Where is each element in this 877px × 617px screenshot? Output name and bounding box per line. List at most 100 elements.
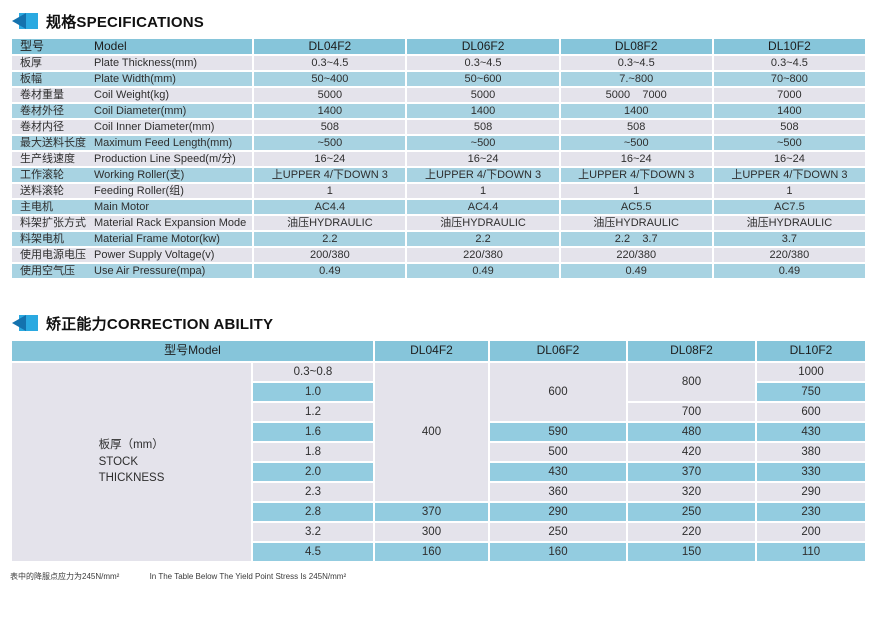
- spec-value-cell: 16~24: [560, 152, 712, 166]
- spec-row-label-en: Plate Width(mm): [94, 72, 176, 85]
- footnote: 表中的降服点应力为245N/mm² In The Table Below The…: [10, 571, 877, 582]
- spec-row-label-zh: 板幅: [20, 72, 42, 85]
- spec-row: 使用电源电压 Power Supply Voltage(v) 200/380 220/…: [12, 248, 865, 262]
- spec-value-cell: 1400: [560, 104, 712, 118]
- corr-value-cell: 110: [757, 543, 865, 561]
- spec-row-label-en: Working Roller(支): [94, 168, 185, 181]
- corr-header-model-cell: DL10F2: [757, 341, 865, 361]
- spec-value-cell: 16~24: [713, 152, 865, 166]
- corr-row: 1.2 700 600: [12, 403, 865, 421]
- spec-row-label-en: Coil Weight(kg): [94, 88, 169, 101]
- spec-value-cell: 上UPPER 4/下DOWN 3: [254, 168, 406, 182]
- specifications-title: 规格SPECIFICATIONS: [46, 11, 204, 32]
- spec-value-cell: 508: [560, 120, 712, 134]
- spec-row-label-zh: 最大送料长度: [20, 136, 86, 149]
- corr-row: 板厚（mm） STOCK THICKNESS 0.3~0.8 400 600 800 1000: [12, 363, 865, 561]
- spec-value-cell: 5000: [407, 88, 559, 102]
- spec-row-label-en: Production Line Speed(m/分): [94, 152, 236, 165]
- spec-row: 主电机 Main Motor AC4.4 AC4.4 AC5.5 AC7.5: [12, 200, 865, 214]
- corr-value-cell: 220: [628, 523, 755, 541]
- corr-value-cell: 750: [757, 383, 865, 401]
- spec-catalog-page: 规格SPECIFICATIONS 型号 Model DL04F2 DL06F2 DL08…: [0, 12, 877, 617]
- spec-row-label-zh: 生产线速度: [20, 152, 75, 165]
- footnote-zh: 表中的降服点应力为245N/mm²: [10, 572, 120, 581]
- spec-row-label-zh: 料架电机: [20, 232, 64, 245]
- spec-header-label-zh: 型号: [20, 39, 45, 53]
- corr-value-cell: 700: [628, 403, 755, 421]
- spec-value-cell: 2.2: [407, 232, 559, 246]
- spec-value-cell: 0.49: [254, 264, 406, 278]
- corr-thickness-cell: 1.0: [253, 383, 373, 401]
- correction-ability-table: 型号Model DL04F2 DL06F2 DL08F2 DL10F2 板厚（mm） STO…: [10, 339, 867, 563]
- spec-row-label-en: Material Frame Motor(kw): [94, 232, 220, 245]
- section-marker-icon: [12, 13, 38, 29]
- specifications-section-header: 规格SPECIFICATIONS: [12, 11, 877, 32]
- corr-value-cell: 370: [628, 463, 755, 481]
- spec-row-label-en: Use Air Pressure(mpa): [94, 264, 206, 277]
- spec-value-cell: 1: [560, 184, 712, 198]
- spec-row-label-en: Main Motor: [94, 200, 150, 213]
- spec-value-cell: 508: [407, 120, 559, 134]
- spec-row-label-cell: 板厚 Plate Thickness(mm): [12, 56, 253, 70]
- spec-value-cell: 1400: [713, 104, 865, 118]
- spec-value-cell: 油压HYDRAULIC: [407, 216, 559, 230]
- corr-value-cell: 150: [628, 543, 755, 561]
- spec-row-label-cell: 料架电机 Material Frame Motor(kw): [12, 232, 253, 246]
- spec-value-cell: 70~800: [713, 72, 865, 86]
- spec-row-label-en: Maximum Feed Length(mm): [94, 136, 233, 149]
- spec-row: 最大送料长度 Maximum Feed Length(mm) ~500 ~500 ~50…: [12, 136, 865, 150]
- spec-value-cell: ~500: [560, 136, 712, 150]
- spec-row: 工作滚轮 Working Roller(支) 上UPPER 4/下DOWN 3 上UP…: [12, 168, 865, 182]
- specifications-title-zh: 规格: [46, 13, 77, 31]
- spec-row-label-en: Material Rack Expansion Mode: [94, 216, 247, 229]
- spec-row-label-en: Coil Diameter(mm): [94, 104, 187, 117]
- spec-row: 料架扩张方式 Material Rack Expansion Mode 油压HYDR…: [12, 216, 865, 230]
- spec-row-label-zh: 送料滚轮: [20, 184, 64, 197]
- corr-thickness-cell: 3.2: [253, 523, 373, 541]
- spec-value-cell: 220/380: [713, 248, 865, 262]
- spec-value-cell: 上UPPER 4/下DOWN 3: [407, 168, 559, 182]
- corr-value-cell: 800: [628, 363, 755, 401]
- spec-value-cell: 油压HYDRAULIC: [713, 216, 865, 230]
- correction-title: 矫正能力CORRECTION ABILITY: [46, 313, 273, 334]
- spec-value-cell: 上UPPER 4/下DOWN 3: [560, 168, 712, 182]
- spec-value-cell: ~500: [254, 136, 406, 150]
- corr-header-model-label-cell: 型号Model: [12, 341, 373, 361]
- spec-row: 生产线速度 Production Line Speed(m/分) 16~24 16~2…: [12, 152, 865, 166]
- corr-value-cell: 430: [757, 423, 865, 441]
- spec-value-cell: 0.3~4.5: [713, 56, 865, 70]
- spec-row-label-zh: 料架扩张方式: [20, 216, 86, 229]
- spec-row-label-zh: 板厚: [20, 56, 42, 69]
- spec-value-cell: 50~400: [254, 72, 406, 86]
- corr-row: 4.5 160 160 150 110: [12, 543, 865, 561]
- corr-thickness-cell: 0.3~0.8: [253, 363, 373, 381]
- spec-row: 卷材外径 Coil Diameter(mm) 1400 1400 1400 1400: [12, 104, 865, 118]
- spec-row: 送料滚轮 Feeding Roller(组) 1 1 1 1: [12, 184, 865, 198]
- spec-value-cell: 508: [713, 120, 865, 134]
- spec-header-label-cell: 型号 Model: [12, 39, 253, 54]
- corr-value-cell: 400: [375, 363, 488, 501]
- corr-row: 1.6 590 480 430: [12, 423, 865, 441]
- spec-header-model-cell: DL08F2: [560, 39, 712, 54]
- corr-value-cell: 480: [628, 423, 755, 441]
- corr-value-cell: 430: [490, 463, 626, 481]
- correction-title-zh: 矫正能力: [46, 315, 107, 333]
- spec-row-label-cell: 送料滚轮 Feeding Roller(组): [12, 184, 253, 198]
- spec-value-cell: ~500: [713, 136, 865, 150]
- spec-value-cell: 1400: [407, 104, 559, 118]
- spec-value-cell: 上UPPER 4/下DOWN 3: [713, 168, 865, 182]
- corr-header-model-cell: DL06F2: [490, 341, 626, 361]
- spec-value-cell: 220/380: [407, 248, 559, 262]
- spec-row-label-cell: 板幅 Plate Width(mm): [12, 72, 253, 86]
- specifications-table-body: 型号 Model DL04F2 DL06F2 DL08F2 DL10F2 板厚 Plate T…: [12, 39, 865, 278]
- spec-value-cell: 16~24: [254, 152, 406, 166]
- specifications-title-en: SPECIFICATIONS: [76, 13, 204, 31]
- corr-thickness-cell: 2.8: [253, 503, 373, 521]
- spec-value-cell: 5000: [254, 88, 406, 102]
- corr-value-cell: 200: [757, 523, 865, 541]
- spec-header-model-cell: DL10F2: [713, 39, 865, 54]
- spec-value-cell: 1: [254, 184, 406, 198]
- spec-value-cell: 0.49: [407, 264, 559, 278]
- spec-row-label-cell: 使用空气压 Use Air Pressure(mpa): [12, 264, 253, 278]
- corr-header-model-cell: DL04F2: [375, 341, 488, 361]
